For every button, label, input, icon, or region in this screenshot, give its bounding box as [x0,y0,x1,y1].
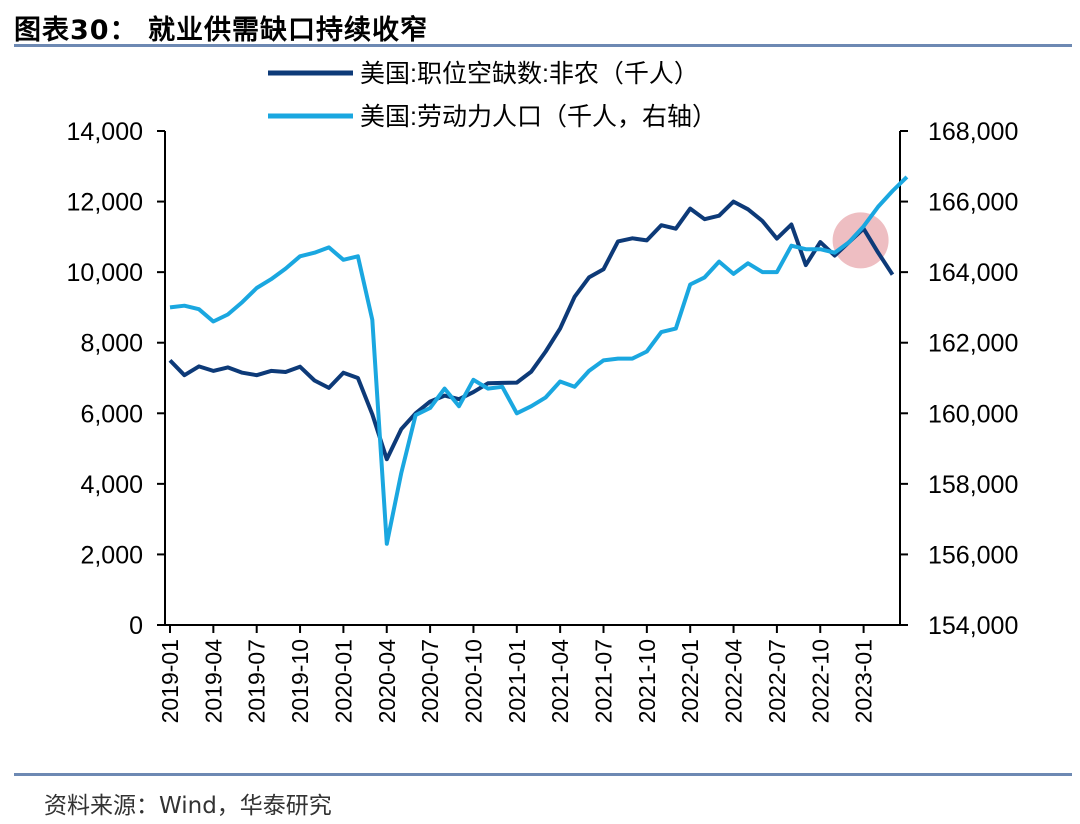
right-tick-label: 162,000 [928,330,1018,358]
x-tick-label: 2021-04 [547,639,573,724]
x-tick-label: 2023-01 [851,639,877,723]
source-note: 资料来源：Wind，华泰研究 [44,793,332,819]
x-tick-label: 2022-04 [721,639,747,724]
right-tick-label: 166,000 [928,189,1018,217]
left-tick-label: 10,000 [67,259,143,287]
left-tick-label: 2,000 [80,541,143,569]
left-tick-label: 4,000 [80,471,143,499]
series-lines [168,175,909,546]
x-tick-label: 2019-07 [244,639,270,723]
x-tick-label: 2019-01 [157,639,183,723]
x-tick-label: 2020-01 [330,639,356,723]
x-tick-label: 2021-07 [591,639,617,723]
x-tick-label: 2022-01 [677,639,703,723]
right-tick-label: 168,000 [928,118,1018,146]
annotations [832,212,889,269]
left-tick-label: 12,000 [67,189,143,217]
x-tick-label: 2019-04 [200,639,226,724]
right-tick-label: 156,000 [928,541,1018,569]
left-tick-label: 14,000 [67,118,143,146]
highlight-circle [832,212,889,269]
right-tick-label: 160,000 [928,400,1018,428]
line-chart: 美国:职位空缺数:非农（千人） 美国:劳动力人口（千人，右轴） 0 2,000 4,0… [67,60,1019,723]
x-tick-label: 2021-01 [504,639,530,723]
series-line-labor-force [169,175,909,546]
legend-label: 美国:职位空缺数:非农（千人） [360,60,699,88]
right-tick-label: 164,000 [928,259,1018,287]
x-tick-label: 2021-10 [634,639,660,723]
x-tick-label: 2020-10 [460,639,486,723]
top-divider [14,44,1072,47]
x-tick-label: 2019-10 [287,639,313,723]
left-tick-label: 6,000 [80,400,143,428]
chart-title: 图表30： 就业供需缺口持续收窄 [14,15,428,46]
legend: 美国:职位空缺数:非农（千人） 美国:劳动力人口（千人，右轴） [268,60,717,131]
left-tick-label: 0 [129,612,143,640]
axes: 0 2,000 4,000 6,000 8,000 10,000 12,000 14,000 1… [67,118,1019,723]
x-tick-label: 2022-07 [764,639,790,723]
right-tick-label: 158,000 [928,471,1018,499]
x-tick-label: 2022-10 [807,639,833,723]
bottom-divider [14,773,1072,776]
right-tick-label: 154,000 [928,612,1018,640]
legend-label: 美国:劳动力人口（千人，右轴） [360,103,717,131]
x-tick-label: 2020-07 [417,639,443,723]
series-line-job-openings [168,199,895,462]
left-tick-label: 8,000 [80,330,143,358]
x-tick-label: 2020-04 [374,639,400,724]
